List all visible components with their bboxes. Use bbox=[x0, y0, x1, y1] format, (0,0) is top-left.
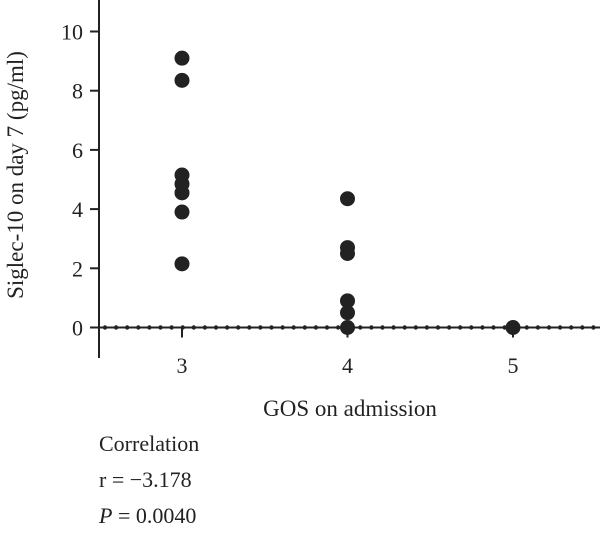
zero-line-dot bbox=[335, 325, 341, 330]
data-point bbox=[340, 293, 355, 309]
correlation-heading: Correlation bbox=[99, 431, 200, 456]
data-point bbox=[174, 72, 190, 88]
y-tick-label: 2 bbox=[72, 256, 83, 281]
zero-line-dot bbox=[524, 325, 529, 330]
zero-line-dot bbox=[302, 325, 307, 330]
zero-line-dot bbox=[180, 325, 185, 330]
zero-line-dot bbox=[147, 325, 152, 330]
data-point bbox=[174, 256, 190, 272]
zero-line-dot bbox=[202, 325, 208, 330]
data-point bbox=[340, 191, 355, 207]
zero-line-dot bbox=[213, 325, 219, 330]
zero-line-dot bbox=[113, 325, 119, 330]
zero-line-dot bbox=[224, 325, 230, 330]
correlation-r-value: r = −3.178 bbox=[99, 467, 192, 492]
data-point bbox=[340, 320, 355, 335]
data-point bbox=[505, 320, 521, 335]
data-points bbox=[174, 50, 521, 335]
data-point bbox=[340, 246, 355, 261]
zero-line-dot bbox=[158, 325, 163, 330]
zero-line-dot bbox=[313, 325, 319, 330]
zero-line-dot bbox=[291, 325, 296, 330]
data-point bbox=[174, 204, 190, 220]
y-tick-label: 6 bbox=[72, 138, 83, 163]
data-point bbox=[174, 50, 190, 66]
zero-line-dot bbox=[247, 325, 252, 330]
zero-line-dot bbox=[136, 325, 141, 330]
zero-line-dot bbox=[424, 325, 430, 330]
zero-line-dot bbox=[535, 325, 541, 330]
zero-line-dot bbox=[280, 325, 285, 330]
zero-line-dot bbox=[169, 325, 174, 330]
zero-line-dot bbox=[413, 325, 418, 330]
correlation-p-value: P = 0.0040 bbox=[99, 498, 199, 534]
data-point bbox=[174, 185, 190, 201]
x-axis-label: GOS on admission bbox=[263, 396, 437, 421]
x-tick-label: 4 bbox=[342, 353, 353, 378]
zero-line-dot bbox=[236, 325, 241, 330]
zero-line-dot bbox=[269, 325, 274, 330]
zero-line-dot bbox=[458, 325, 463, 330]
zero-line-dot bbox=[324, 325, 330, 330]
zero-line-dot bbox=[125, 325, 130, 330]
zero-line-dot bbox=[480, 325, 485, 330]
zero-line-dot bbox=[569, 325, 574, 330]
axes: 0 2 4 6 8 10 3 4 5 bbox=[61, 0, 519, 378]
y-tick-label: 10 bbox=[61, 20, 83, 45]
zero-line-dot bbox=[469, 325, 474, 330]
y-tick-label: 0 bbox=[72, 316, 83, 341]
zero-line-dot bbox=[391, 325, 396, 330]
zero-line-dot bbox=[358, 325, 363, 330]
x-tick-label: 5 bbox=[508, 353, 519, 378]
y-tick-label: 8 bbox=[72, 79, 83, 104]
scatter-chart: 0 2 4 6 8 10 3 4 5 GOS on admission Siglec-10 on… bbox=[3, 0, 600, 421]
x-tick-label: 3 bbox=[177, 353, 188, 378]
zero-line-dot bbox=[402, 325, 407, 330]
zero-line-dot bbox=[258, 325, 263, 330]
zero-line-dot bbox=[191, 325, 196, 330]
zero-line-dot bbox=[369, 325, 374, 330]
zero-line-dot bbox=[546, 325, 552, 330]
data-point bbox=[340, 305, 355, 321]
zero-line-dot bbox=[557, 325, 563, 330]
zero-line-dot bbox=[591, 325, 596, 330]
zero-line-dot bbox=[580, 325, 585, 330]
correlation-stats: Correlation r = −3.178 P = 0.0040 bbox=[99, 426, 199, 534]
y-axis-label: Siglec-10 on day 7 (pg/ml) bbox=[3, 51, 28, 299]
zero-line-dot bbox=[435, 325, 441, 330]
y-tick-label: 4 bbox=[72, 197, 83, 222]
p-value-text: = 0.0040 bbox=[112, 503, 197, 528]
zero-line-dot bbox=[446, 325, 452, 330]
zero-line-dot bbox=[380, 325, 385, 330]
zero-line-dot bbox=[491, 325, 496, 330]
zero-line-dot bbox=[102, 325, 108, 330]
p-symbol: P bbox=[99, 503, 113, 528]
